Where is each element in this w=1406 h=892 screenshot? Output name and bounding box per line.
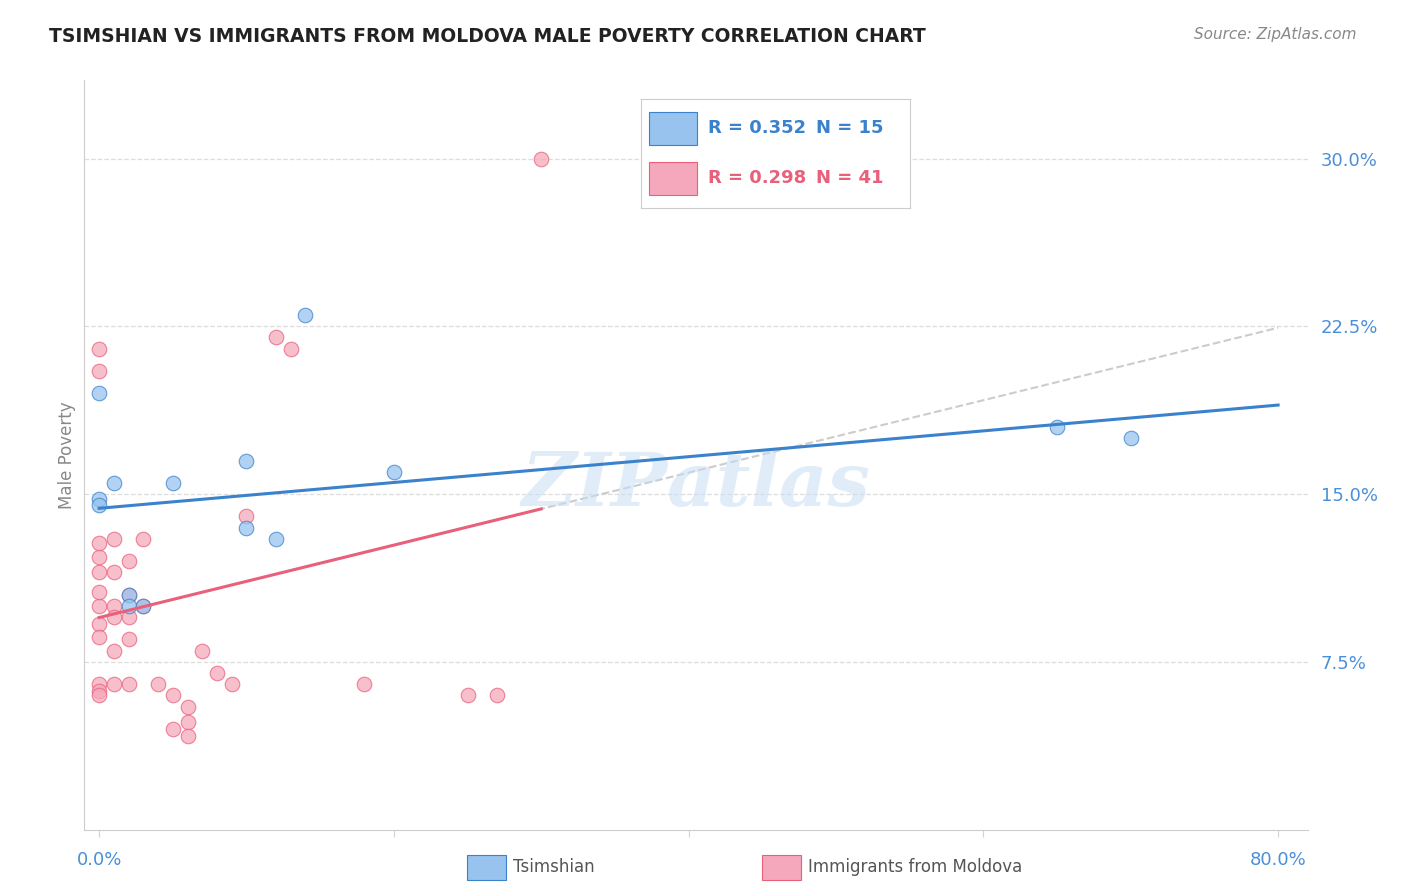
Point: [132, 599, 155, 613]
Text: Tsimshian: Tsimshian: [513, 858, 595, 876]
Point: [235, 520, 257, 534]
Point: [235, 509, 257, 524]
Point: [457, 689, 479, 703]
Point: [485, 689, 508, 703]
Point: [205, 665, 228, 680]
Point: [103, 532, 125, 546]
Text: 0.0%: 0.0%: [76, 851, 122, 869]
Point: [264, 330, 287, 344]
Point: [162, 689, 184, 703]
Point: [87, 364, 110, 378]
Point: [103, 643, 125, 657]
Point: [264, 532, 287, 546]
Point: [176, 729, 198, 743]
Point: [221, 677, 243, 691]
Point: [132, 599, 155, 613]
Point: [103, 599, 125, 613]
Point: [103, 677, 125, 691]
Point: [87, 342, 110, 356]
Point: [117, 554, 139, 568]
Text: TSIMSHIAN VS IMMIGRANTS FROM MOLDOVA MALE POVERTY CORRELATION CHART: TSIMSHIAN VS IMMIGRANTS FROM MOLDOVA MAL…: [49, 27, 927, 45]
Point: [87, 491, 110, 506]
Point: [191, 643, 214, 657]
Point: [87, 677, 110, 691]
Point: [87, 689, 110, 703]
Point: [117, 599, 139, 613]
Point: [87, 616, 110, 631]
Point: [87, 498, 110, 512]
Point: [117, 588, 139, 602]
Point: [87, 566, 110, 580]
Point: [117, 610, 139, 624]
Point: [162, 722, 184, 736]
Point: [162, 475, 184, 490]
Point: [530, 152, 553, 166]
Point: [280, 342, 302, 356]
Text: ZIP​atlas: ZIP​atlas: [522, 449, 870, 521]
Point: [87, 599, 110, 613]
Point: [146, 677, 169, 691]
Point: [353, 677, 375, 691]
Text: Immigrants from Moldova: Immigrants from Moldova: [808, 858, 1022, 876]
Point: [176, 715, 198, 730]
Y-axis label: Male Poverty: Male Poverty: [58, 401, 76, 508]
Point: [87, 549, 110, 564]
Point: [87, 585, 110, 599]
Point: [132, 532, 155, 546]
Point: [103, 475, 125, 490]
Point: [87, 684, 110, 698]
Point: [103, 610, 125, 624]
Point: [87, 536, 110, 550]
Point: [176, 699, 198, 714]
Point: [117, 588, 139, 602]
Point: [1119, 431, 1142, 445]
Text: Source: ZipAtlas.com: Source: ZipAtlas.com: [1194, 27, 1357, 42]
Point: [1046, 420, 1069, 434]
Point: [382, 465, 405, 479]
Point: [294, 308, 316, 322]
Point: [87, 630, 110, 644]
Point: [103, 566, 125, 580]
Text: 80.0%: 80.0%: [1250, 851, 1306, 869]
Point: [87, 386, 110, 401]
Point: [117, 632, 139, 647]
Point: [117, 677, 139, 691]
Point: [235, 453, 257, 467]
